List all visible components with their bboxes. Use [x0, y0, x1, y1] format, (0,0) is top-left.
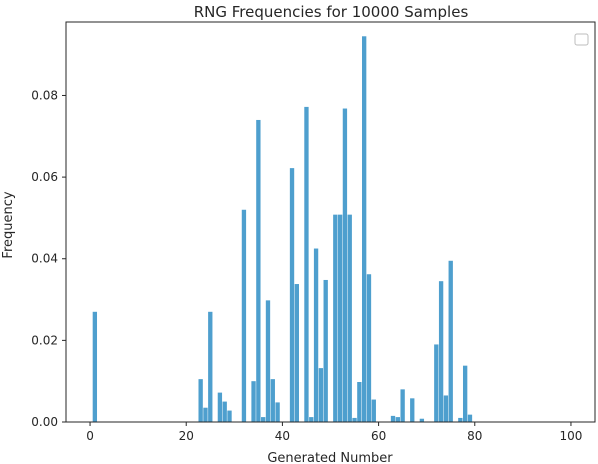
bar: [395, 417, 400, 422]
bar: [357, 382, 362, 422]
bar: [410, 398, 415, 422]
bar: [352, 417, 357, 422]
bar: [333, 214, 338, 422]
chart-title: RNG Frequencies for 10000 Samples: [194, 3, 469, 21]
bar: [448, 260, 453, 422]
bar: [222, 401, 227, 422]
bar: [92, 311, 98, 422]
x-tick-label: 20: [179, 429, 194, 443]
bar: [390, 415, 396, 422]
y-axis-ticks: 0.00 0.02 0.04 0.06 0.08: [31, 88, 66, 429]
bar: [438, 281, 444, 422]
bar: [256, 119, 261, 423]
bar: [309, 417, 314, 422]
bar: [371, 399, 376, 422]
bar: [294, 284, 299, 422]
x-tick-label: 60: [371, 429, 386, 443]
bar: [203, 407, 208, 422]
y-tick-label: 0.04: [31, 252, 58, 266]
bar: [362, 36, 367, 422]
legend-box: [574, 33, 589, 46]
bar: [265, 300, 271, 422]
bar: [289, 168, 295, 422]
y-tick-label: 0.06: [31, 170, 58, 184]
bar: [227, 410, 232, 422]
x-tick-label: 100: [560, 429, 583, 443]
x-tick-label: 0: [86, 429, 94, 443]
bar: [270, 379, 275, 422]
y-tick-label: 0.02: [31, 333, 58, 347]
bar: [443, 395, 449, 422]
bar: [198, 379, 203, 422]
bar: [366, 274, 372, 422]
bar: [208, 311, 213, 422]
bar: [434, 344, 439, 422]
y-tick-label: 0.00: [31, 415, 58, 429]
bar: [347, 214, 352, 422]
bar: [462, 365, 468, 422]
bar: [458, 417, 463, 422]
plot-frame: [65, 21, 596, 423]
bar: [304, 106, 309, 423]
y-tick-label: 0.08: [31, 88, 58, 102]
bar: [313, 248, 319, 422]
bar: [467, 414, 473, 422]
bars-group: [92, 36, 473, 423]
bar: [261, 417, 266, 422]
bar: [323, 279, 328, 422]
bar: [342, 108, 348, 422]
bar: [217, 392, 223, 422]
y-axis-label: Frequency: [1, 191, 16, 258]
bar: [400, 389, 405, 422]
x-axis-ticks: 0 20 40 60 80 100: [86, 422, 582, 443]
x-tick-label: 40: [275, 429, 290, 443]
bar: [419, 418, 425, 422]
bar: [275, 402, 280, 422]
x-tick-label: 80: [467, 429, 482, 443]
bar: [337, 214, 343, 422]
x-axis-label: Generated Number: [267, 451, 393, 464]
bar: [251, 381, 256, 422]
bar: [241, 209, 247, 422]
bar: [318, 368, 324, 422]
